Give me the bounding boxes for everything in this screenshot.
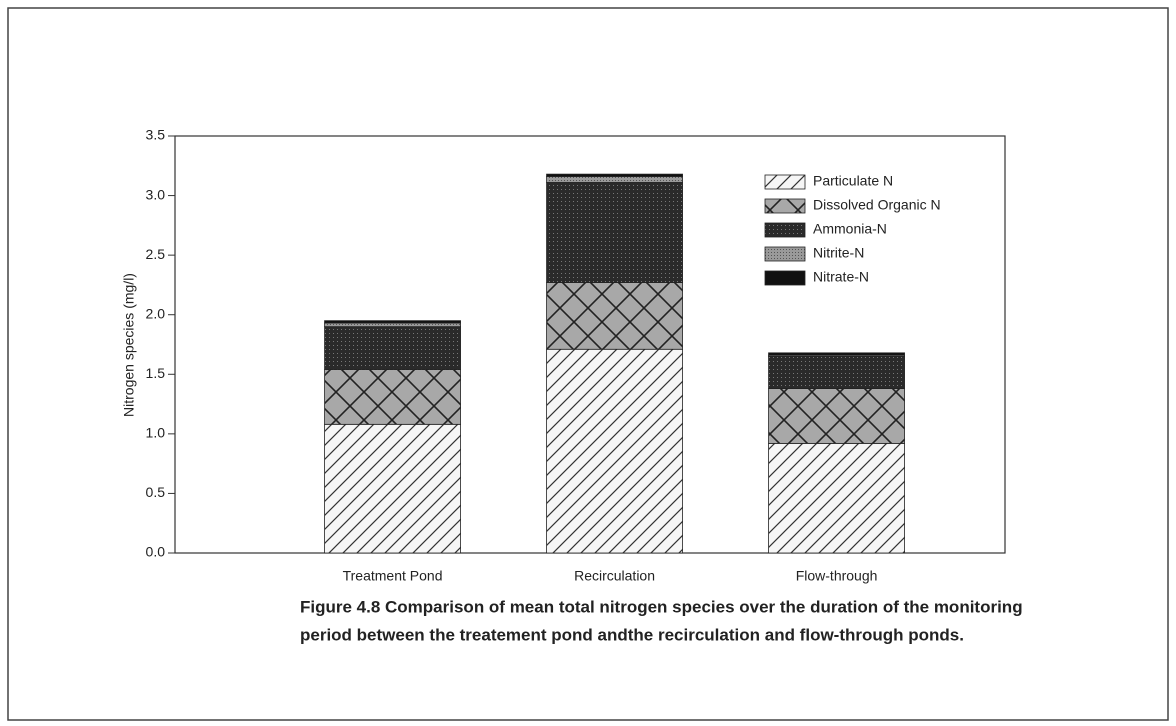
legend-swatch [764,270,806,286]
caption-line: period between the treatement pond andth… [300,625,964,644]
y-tick-label: 1.5 [146,365,166,381]
bar-segment [324,320,461,324]
bar-segment [768,356,905,389]
bar-segment [546,282,683,350]
legend-swatch [764,198,806,214]
legend-label: Particulate N [813,173,893,189]
bar-segment [324,322,461,328]
y-tick-label: 1.0 [146,425,166,441]
bar-segment [546,176,683,183]
bar-segment [324,423,461,554]
bar-segment [768,352,905,356]
bar-segment [546,173,683,177]
y-tick-label: 2.5 [146,246,166,262]
legend-label: Dissolved Organic N [813,197,941,213]
y-tick-label: 3.0 [146,186,166,202]
bar-segment [768,388,905,444]
y-tick-label: 3.5 [146,127,166,143]
bar-segment [324,369,461,425]
y-tick-label: 0.5 [146,484,166,500]
legend-swatch [764,246,806,262]
legend-swatch [764,174,806,190]
page-frame [7,7,1169,721]
y-tick-label: 0.0 [146,544,166,560]
x-tick-label: Recirculation [574,568,655,584]
bar-segment [546,182,683,283]
x-tick-label: Flow-through [796,568,878,584]
bar-segment [768,442,905,554]
x-tick-label: Treatment Pond [343,568,443,584]
legend-label: Nitrate-N [813,269,869,285]
y-tick-label: 2.0 [146,305,166,321]
caption-line: Figure 4.8 Comparison of mean total nitr… [300,597,1023,616]
legend-swatch [764,222,806,238]
bar-segment [324,326,461,370]
legend-label: Nitrite-N [813,245,864,261]
legend-label: Ammonia-N [813,221,887,237]
y-axis-label: Nitrogen species (mg/l) [121,273,137,417]
bar-segment [546,348,683,554]
